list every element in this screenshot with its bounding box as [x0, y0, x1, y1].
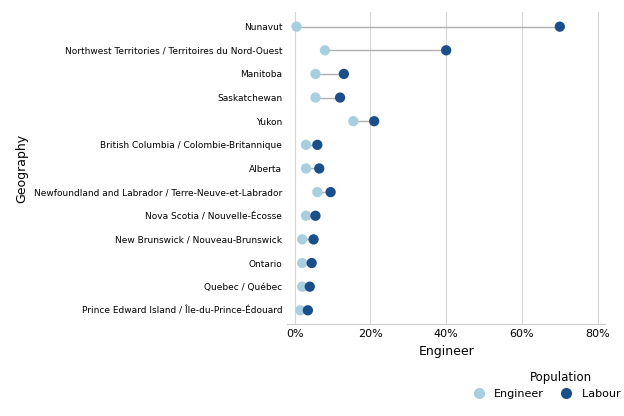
Point [311, 94, 321, 101]
Point [308, 236, 318, 243]
Point [339, 71, 349, 77]
Point [320, 47, 330, 54]
Point [306, 260, 316, 266]
Point [291, 23, 301, 30]
Point [305, 283, 314, 290]
Point [555, 23, 565, 30]
Point [326, 189, 336, 196]
Point [314, 165, 324, 172]
Legend: Engineer, Labour Force: Engineer, Labour Force [467, 371, 624, 399]
Point [301, 165, 311, 172]
Point [348, 118, 358, 124]
Point [335, 94, 345, 101]
Point [303, 307, 313, 314]
Point [311, 71, 321, 77]
Point [297, 236, 307, 243]
X-axis label: Engineer: Engineer [418, 345, 474, 358]
Point [313, 141, 323, 148]
Point [313, 189, 323, 196]
Y-axis label: Geography: Geography [16, 134, 28, 203]
Point [297, 283, 307, 290]
Point [297, 260, 307, 266]
Point [369, 118, 379, 124]
Point [295, 307, 305, 314]
Point [311, 213, 321, 219]
Point [441, 47, 451, 54]
Point [301, 141, 311, 148]
Point [301, 213, 311, 219]
